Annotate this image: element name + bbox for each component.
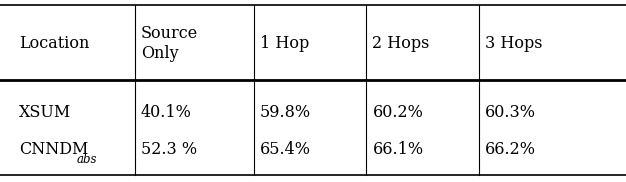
Text: 65.4%: 65.4% [260,141,310,158]
Text: 40.1%: 40.1% [141,104,192,121]
Text: 60.3%: 60.3% [485,104,536,121]
Text: Source
Only: Source Only [141,25,198,62]
Text: 60.2%: 60.2% [372,104,423,121]
Text: 2 Hops: 2 Hops [372,35,430,52]
Text: 59.8%: 59.8% [260,104,311,121]
Text: 66.2%: 66.2% [485,141,536,158]
Text: CNNDM: CNNDM [19,141,88,158]
Text: 1 Hop: 1 Hop [260,35,309,52]
Text: 52.3 %: 52.3 % [141,141,197,158]
Text: Location: Location [19,35,89,52]
Text: 66.1%: 66.1% [372,141,424,158]
Text: abs: abs [77,153,98,166]
Text: XSUM: XSUM [19,104,71,121]
Text: 3 Hops: 3 Hops [485,35,543,52]
